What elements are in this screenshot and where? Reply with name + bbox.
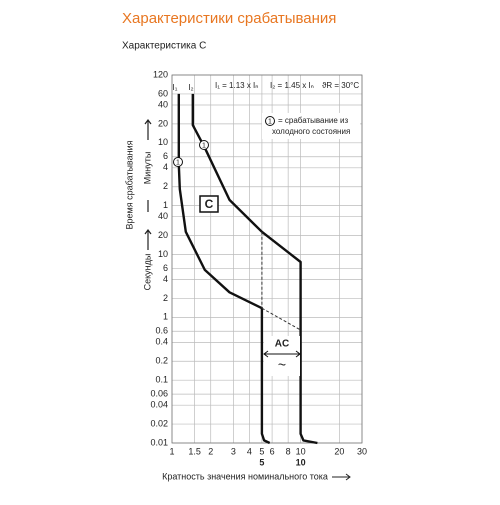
x-axis-label: Кратность значения номинального тока <box>162 471 328 481</box>
chart-subtitle: Характеристика C <box>122 41 206 52</box>
annotation: ϑR = 30°C <box>322 81 359 90</box>
x-tick-label: 10 <box>296 446 306 456</box>
x-arrow <box>332 473 351 481</box>
y-tick-label: 10 <box>158 137 168 147</box>
y-tick-label: 40 <box>158 211 168 221</box>
x-tick-label: 4 <box>247 446 252 456</box>
limit-label: 5 <box>259 457 264 467</box>
y-axis-label: Время срабатывания <box>124 140 134 229</box>
y-tick-label: 4 <box>163 274 168 284</box>
annotation: C <box>205 197 214 211</box>
y-tick-label: 60 <box>158 88 168 98</box>
y-tick-label: 0.2 <box>155 356 168 366</box>
x-tick-label: 2 <box>208 446 213 456</box>
y-tick-label: 0.04 <box>150 400 168 410</box>
y-tick-label: 40 <box>158 99 168 109</box>
x-tick-label: 8 <box>286 446 291 456</box>
y-tick-label: 20 <box>158 118 168 128</box>
annotation: ~ <box>278 357 286 373</box>
annotation: I₂ <box>188 83 193 92</box>
x-tick-label: 6 <box>270 446 275 456</box>
curve <box>261 307 301 331</box>
y-tick-label: 20 <box>158 230 168 240</box>
annotation: I₁ <box>173 83 178 92</box>
y-tick-label: 2 <box>163 181 168 191</box>
annotation: холодного состояния <box>272 127 350 136</box>
note-box <box>262 113 360 139</box>
chart-title: Характеристики срабатывания <box>122 10 336 27</box>
marker-circle <box>265 116 275 126</box>
annotation: 1 <box>202 142 206 149</box>
ac-box <box>264 336 300 376</box>
marker-circle <box>173 157 183 167</box>
y-tick-label: 0.02 <box>150 418 168 428</box>
annotation: I₂ = 1.45 x Iₙ <box>270 81 314 90</box>
y-tick-label: 2 <box>163 293 168 303</box>
x-tick-label: 3 <box>231 446 236 456</box>
y-upper-label: Минуты <box>142 152 152 185</box>
char-box <box>199 195 219 213</box>
ac-arrow <box>263 350 301 358</box>
limit-label: 10 <box>296 457 306 467</box>
x-tick-label: 1 <box>169 446 174 456</box>
y-arrows <box>144 119 152 250</box>
y-lower-label: Секунды <box>142 254 152 291</box>
y-tick-label: 0.06 <box>150 388 168 398</box>
curve <box>177 93 271 445</box>
y-tick-label: 0.4 <box>155 337 168 347</box>
annotation: I₁ = 1.13 x Iₙ <box>215 81 258 90</box>
y-tick-label: 0.6 <box>155 326 168 336</box>
y-tick-label: 1 <box>163 312 168 322</box>
y-tick-label: 6 <box>163 263 168 273</box>
y-tick-label: 6 <box>163 151 168 161</box>
y-tick-label: 120 <box>153 69 168 79</box>
x-tick-label: 20 <box>334 446 344 456</box>
annotation: 1 <box>268 118 272 125</box>
annotation: AC <box>275 339 289 350</box>
y-tick-label: 1 <box>163 200 168 210</box>
y-tick-label: 10 <box>158 249 168 259</box>
x-tick-label: 30 <box>357 446 367 456</box>
x-tick-label: 5 <box>259 446 264 456</box>
y-tick-label: 0.01 <box>150 437 168 447</box>
y-tick-label: 0.1 <box>155 375 168 385</box>
x-tick-label: 1.5 <box>188 446 201 456</box>
marker-circle <box>199 140 209 150</box>
annotation: 1 <box>176 159 180 166</box>
y-tick-label: 4 <box>163 162 168 172</box>
annotation: = срабатывание из <box>278 116 349 125</box>
